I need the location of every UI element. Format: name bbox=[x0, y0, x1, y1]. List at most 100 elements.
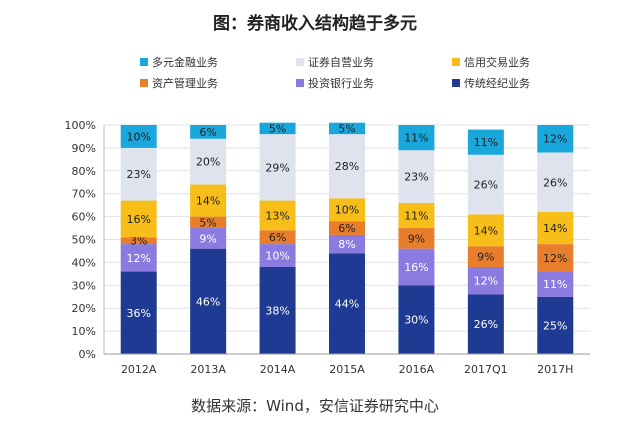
bar-segment bbox=[537, 244, 574, 272]
bar-segment bbox=[259, 230, 296, 245]
data-label: 6% bbox=[199, 126, 216, 139]
y-tick-label: 70% bbox=[72, 188, 96, 201]
y-tick-label: 50% bbox=[72, 234, 96, 247]
bar-segment bbox=[467, 266, 504, 295]
x-tick-label: 2017H bbox=[537, 363, 573, 376]
bar-segment bbox=[329, 253, 365, 354]
bar-segment bbox=[259, 122, 296, 135]
x-tick-label: 2012A bbox=[121, 363, 157, 376]
data-label: 12% bbox=[126, 252, 150, 265]
bar-segment bbox=[190, 228, 227, 249]
data-label: 46% bbox=[196, 295, 220, 308]
data-label: 13% bbox=[265, 209, 289, 222]
data-label: 38% bbox=[265, 304, 289, 317]
bar-segment bbox=[259, 266, 296, 354]
data-label: 9% bbox=[199, 232, 216, 245]
bar-segment bbox=[467, 294, 504, 354]
bar-segment bbox=[398, 150, 435, 203]
bar-segment bbox=[120, 237, 157, 245]
data-label: 28% bbox=[335, 160, 359, 173]
data-label: 12% bbox=[543, 133, 567, 146]
y-tick-label: 10% bbox=[72, 325, 96, 338]
data-label: 16% bbox=[126, 213, 150, 226]
y-tick-label: 90% bbox=[72, 142, 96, 155]
data-label: 6% bbox=[269, 231, 286, 244]
data-label: 8% bbox=[338, 238, 355, 251]
data-label: 20% bbox=[196, 156, 220, 169]
data-label: 44% bbox=[335, 298, 359, 311]
y-tick-label: 100% bbox=[65, 119, 96, 132]
data-label: 10% bbox=[265, 250, 289, 263]
bar-segment bbox=[120, 147, 157, 201]
bar-segment bbox=[259, 134, 296, 201]
bar-segment bbox=[190, 184, 227, 217]
bar-segment bbox=[190, 248, 227, 354]
y-tick-label: 60% bbox=[72, 211, 96, 224]
data-label: 11% bbox=[404, 132, 428, 145]
bar-segment bbox=[398, 248, 435, 286]
data-label: 5% bbox=[199, 216, 216, 229]
bar-segment bbox=[190, 138, 227, 185]
bar-segment bbox=[398, 228, 435, 249]
legend-swatch bbox=[140, 79, 148, 87]
bar-segment bbox=[190, 125, 227, 139]
data-label: 5% bbox=[338, 122, 355, 135]
data-label: 14% bbox=[474, 224, 498, 237]
bar-segment bbox=[329, 221, 365, 235]
data-label: 9% bbox=[477, 251, 494, 264]
bar-segment bbox=[259, 244, 296, 267]
bar-segment bbox=[398, 125, 435, 151]
legend-label: 传统经纪业务 bbox=[464, 77, 530, 90]
bar-segment bbox=[467, 214, 504, 247]
legend-swatch bbox=[296, 58, 304, 66]
y-tick-label: 80% bbox=[72, 165, 96, 178]
data-label: 23% bbox=[126, 168, 150, 181]
legend-label: 信用交易业务 bbox=[464, 55, 530, 69]
legend-swatch bbox=[452, 58, 460, 66]
bar-segment bbox=[537, 296, 574, 354]
bar-segment bbox=[398, 202, 435, 229]
y-tick-label: 0% bbox=[79, 348, 96, 361]
bar-segment bbox=[398, 285, 435, 354]
data-label: 29% bbox=[265, 161, 289, 174]
data-label: 6% bbox=[338, 222, 355, 235]
data-label: 10% bbox=[335, 204, 359, 217]
data-label: 3% bbox=[130, 235, 147, 248]
x-tick-label: 2015A bbox=[329, 363, 365, 376]
data-label: 12% bbox=[474, 275, 498, 288]
bar-segment bbox=[537, 125, 574, 153]
data-label: 36% bbox=[126, 307, 150, 320]
legend-label: 证券自营业务 bbox=[308, 55, 374, 69]
data-label: 9% bbox=[408, 232, 425, 245]
data-label: 11% bbox=[404, 209, 428, 222]
data-label: 12% bbox=[543, 252, 567, 265]
bar-segment bbox=[537, 271, 574, 297]
data-label: 14% bbox=[543, 222, 567, 235]
data-label: 14% bbox=[196, 195, 220, 208]
bar-segment bbox=[329, 122, 365, 135]
source-note: 数据来源：Wind，安信证券研究中心 bbox=[191, 397, 439, 415]
bar-segment bbox=[467, 154, 504, 215]
bar-segment bbox=[120, 125, 157, 148]
bar-segment bbox=[329, 198, 365, 222]
x-tick-label: 2014A bbox=[260, 363, 296, 376]
data-label: 26% bbox=[543, 176, 567, 189]
legend-label: 资产管理业务 bbox=[152, 76, 218, 90]
chart-title: 图：券商收入结构趋于多元 bbox=[213, 14, 417, 34]
x-tick-label: 2013A bbox=[190, 363, 226, 376]
bar-segment bbox=[537, 152, 574, 213]
data-label: 16% bbox=[404, 261, 428, 274]
y-tick-label: 20% bbox=[72, 302, 96, 315]
data-label: 5% bbox=[269, 122, 286, 135]
legend-label: 多元金融业务 bbox=[152, 55, 218, 69]
bar-segment bbox=[259, 200, 296, 231]
bar-segment bbox=[190, 216, 227, 229]
bar-segment bbox=[467, 129, 504, 155]
data-label: 26% bbox=[474, 179, 498, 192]
x-tick-label: 2017Q1 bbox=[464, 363, 508, 376]
bar-segment bbox=[120, 271, 157, 354]
y-tick-label: 30% bbox=[72, 279, 96, 292]
y-tick-label: 40% bbox=[72, 256, 96, 269]
